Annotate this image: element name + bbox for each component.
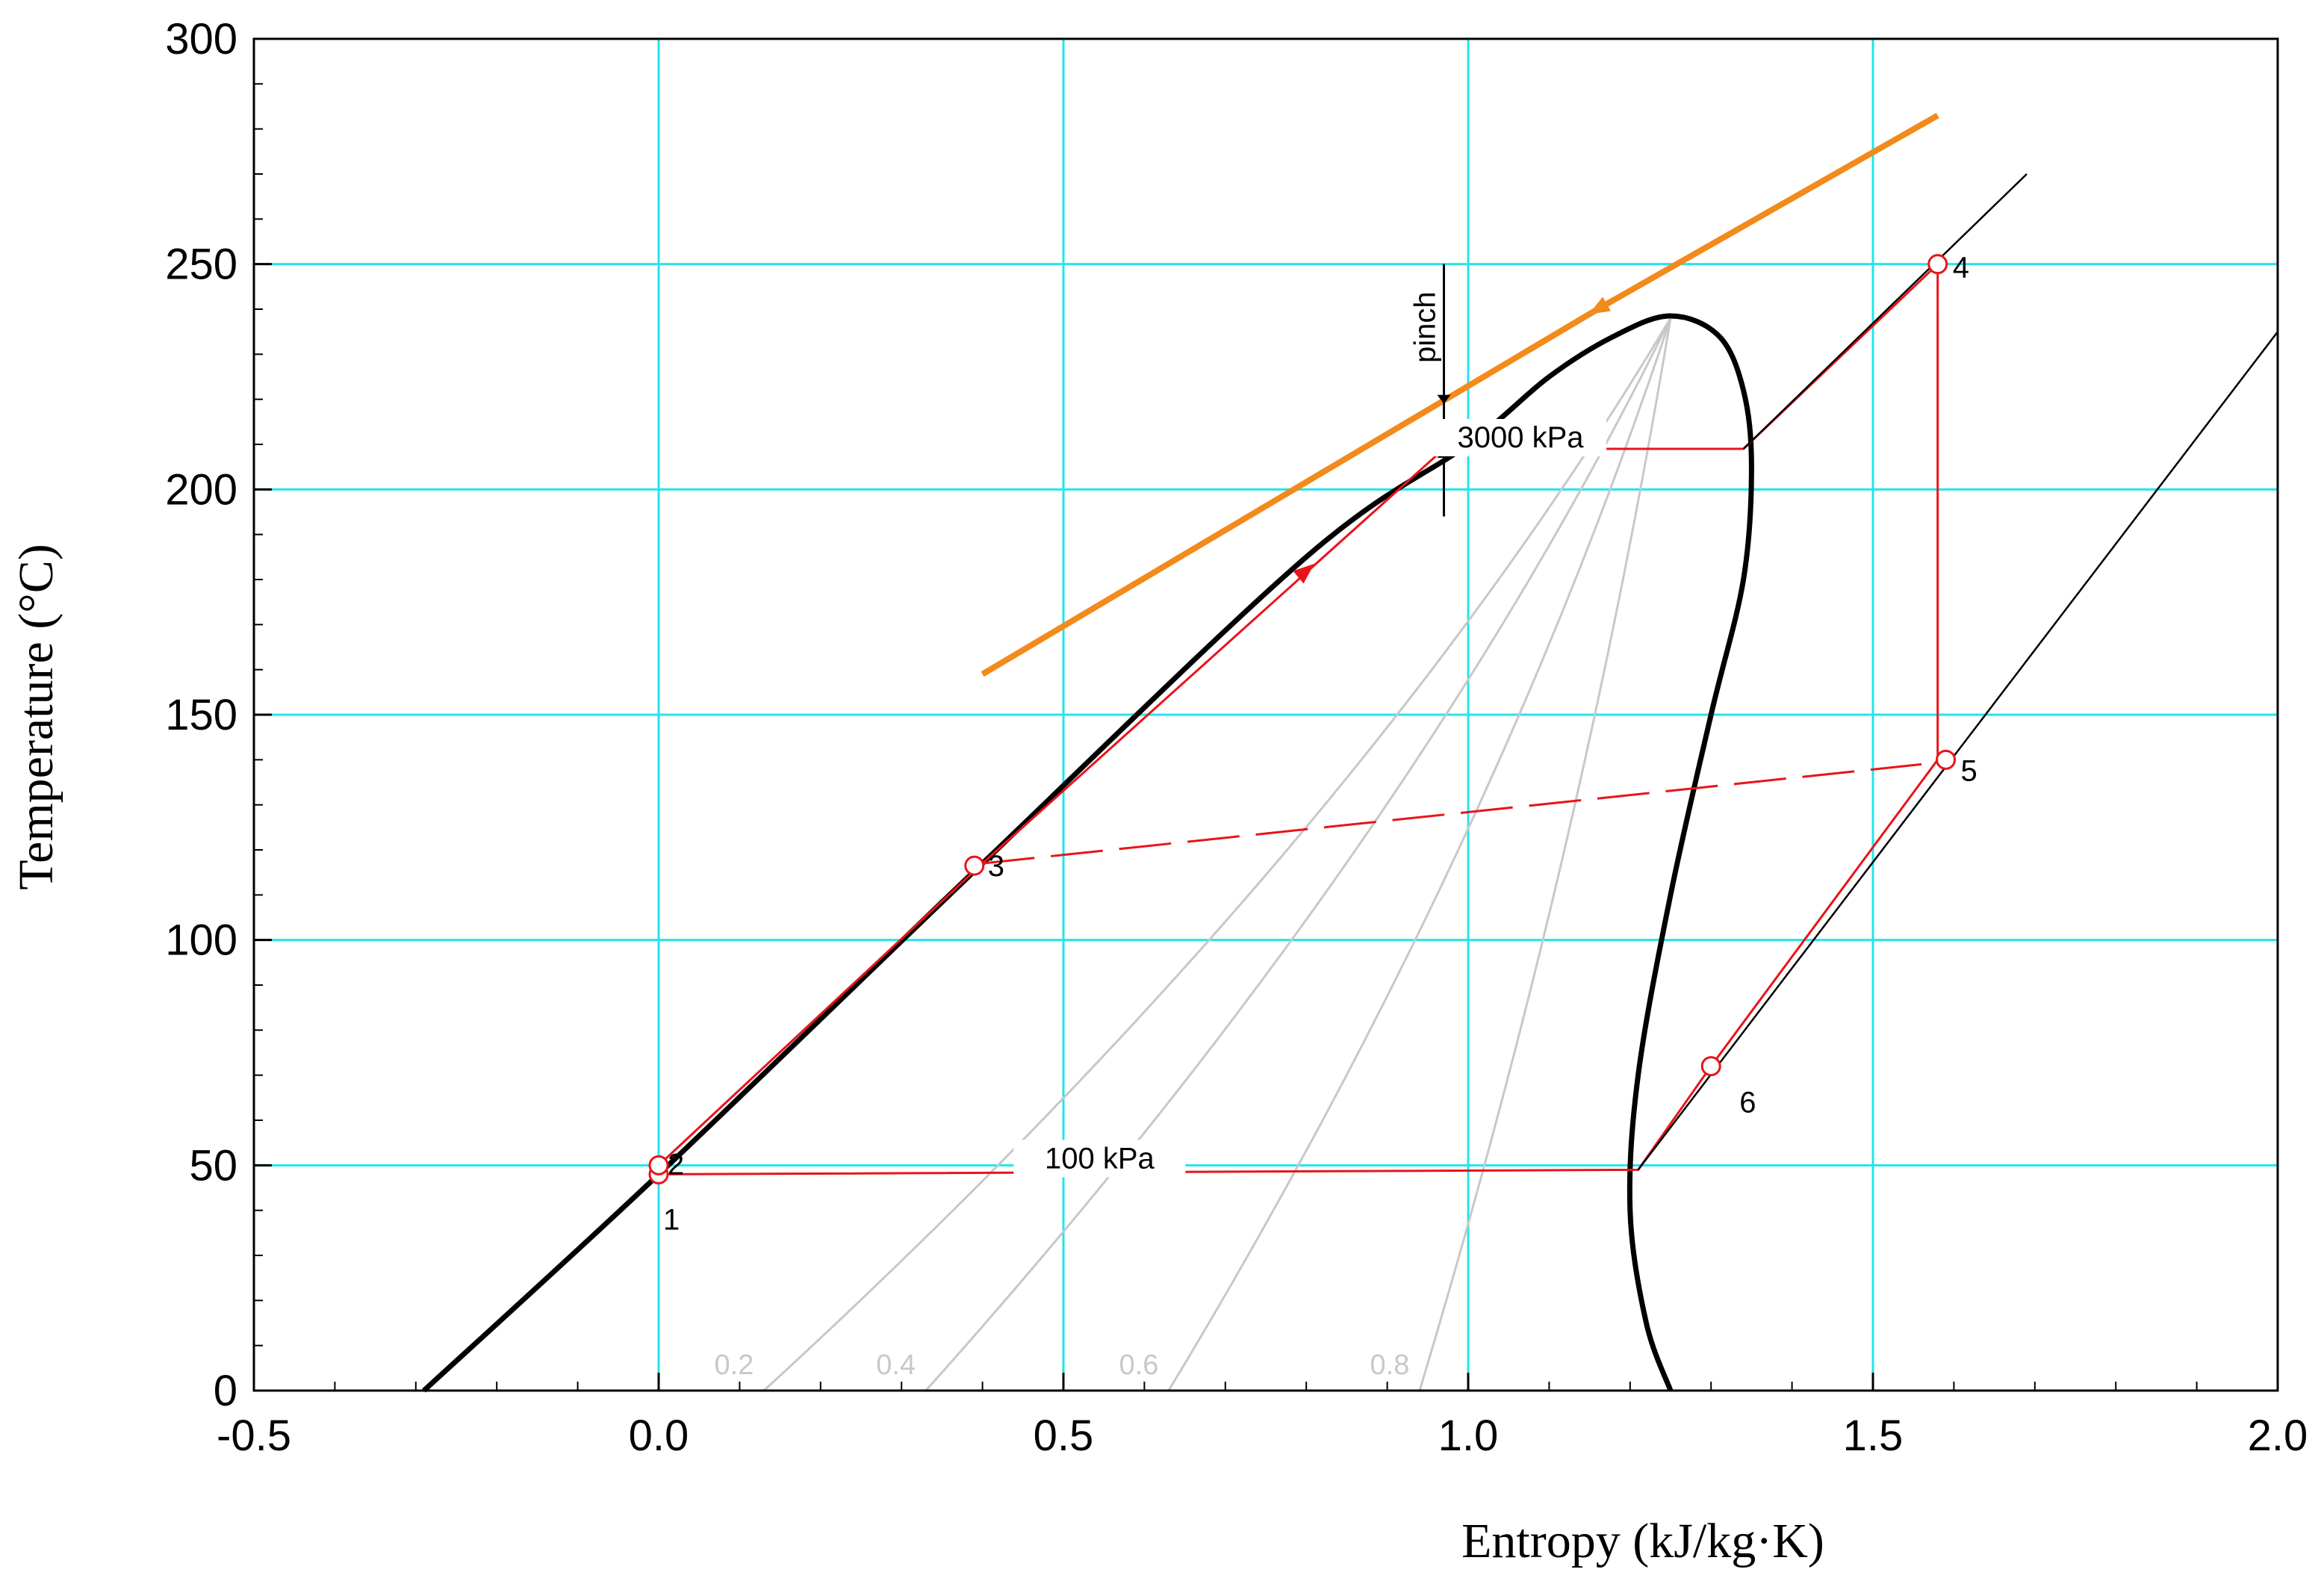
quality-label: 0.8 [1370,1350,1410,1381]
quality-line [762,317,1672,1392]
x-tick-label: -0.5 [217,1411,291,1460]
series-isobar-3000kPa-vapor [1742,173,2028,450]
y-tick-label: 150 [165,691,237,739]
quality-label: 0.6 [1119,1350,1159,1381]
state-points: 1 2 3 4 5 6 [648,252,1977,1236]
state-label-2: 2 [668,1148,684,1181]
state-point-6 [1700,1056,1721,1077]
quality-line [1167,317,1672,1391]
quality-lines: 0.2 0.4 0.6 0.8 [715,317,1672,1392]
y-tick-label: 200 [165,465,237,514]
y-tick-label: 100 [165,916,237,965]
state-point-5 [1936,749,1957,770]
ticks: -0.5 0.0 0.5 1.0 1.5 2.0 0 50 100 150 200 250 300 [165,15,2308,1460]
state-label-6: 6 [1739,1087,1756,1119]
pinch-arrow-top [1437,394,1451,404]
y-axis-title: Temperature (°C) [9,544,63,889]
x-axis-title: Entropy (kJ/kg·K) [1461,1514,1824,1568]
series-layer [422,113,2278,1393]
state-point-3 [964,855,985,876]
pinch-label: pinch [1408,291,1441,363]
heat-source-arrow [1588,296,1612,314]
cycle-arrow-head [1293,563,1314,584]
state-label-3: 3 [988,850,1004,883]
state-label-1: 1 [663,1203,680,1236]
cycle-arrow [1293,563,1314,584]
x-tick-label: 2.0 [2248,1411,2308,1460]
heat-source-arrow-head [1588,296,1612,314]
annotations: pinch 3000 kPa 100 kPa [1013,264,1607,1178]
state-label-4: 4 [1953,252,1969,285]
isobar-low-label-bg [1013,1140,1186,1178]
y-tick-label: 50 [189,1141,237,1190]
x-tick-label: 0.5 [1034,1411,1094,1460]
y-tick-label: 250 [165,240,237,289]
quality-line [925,317,1672,1392]
isobar-high-label-bg [1435,419,1607,456]
state-point-4 [1927,254,1948,275]
isobar-low-label: 100 kPa [1045,1142,1155,1175]
series-recuperator-link [982,763,1922,865]
y-tick-label: 0 [214,1367,237,1415]
quality-line [1418,317,1672,1391]
x-tick-label: 1.5 [1843,1411,1904,1460]
quality-label: 0.2 [715,1350,754,1381]
state-point-2 [648,1155,669,1176]
series-cycle [657,263,1939,1176]
x-tick-label: 0.0 [629,1411,689,1460]
series-isobar-100kPa-vapor [1637,331,2278,1171]
x-tick-label: 1.0 [1438,1411,1499,1460]
state-label-5: 5 [1961,754,1977,787]
y-tick-label: 300 [165,15,237,63]
isobar-high-label: 3000 kPa [1458,421,1585,454]
quality-label: 0.4 [876,1350,916,1381]
